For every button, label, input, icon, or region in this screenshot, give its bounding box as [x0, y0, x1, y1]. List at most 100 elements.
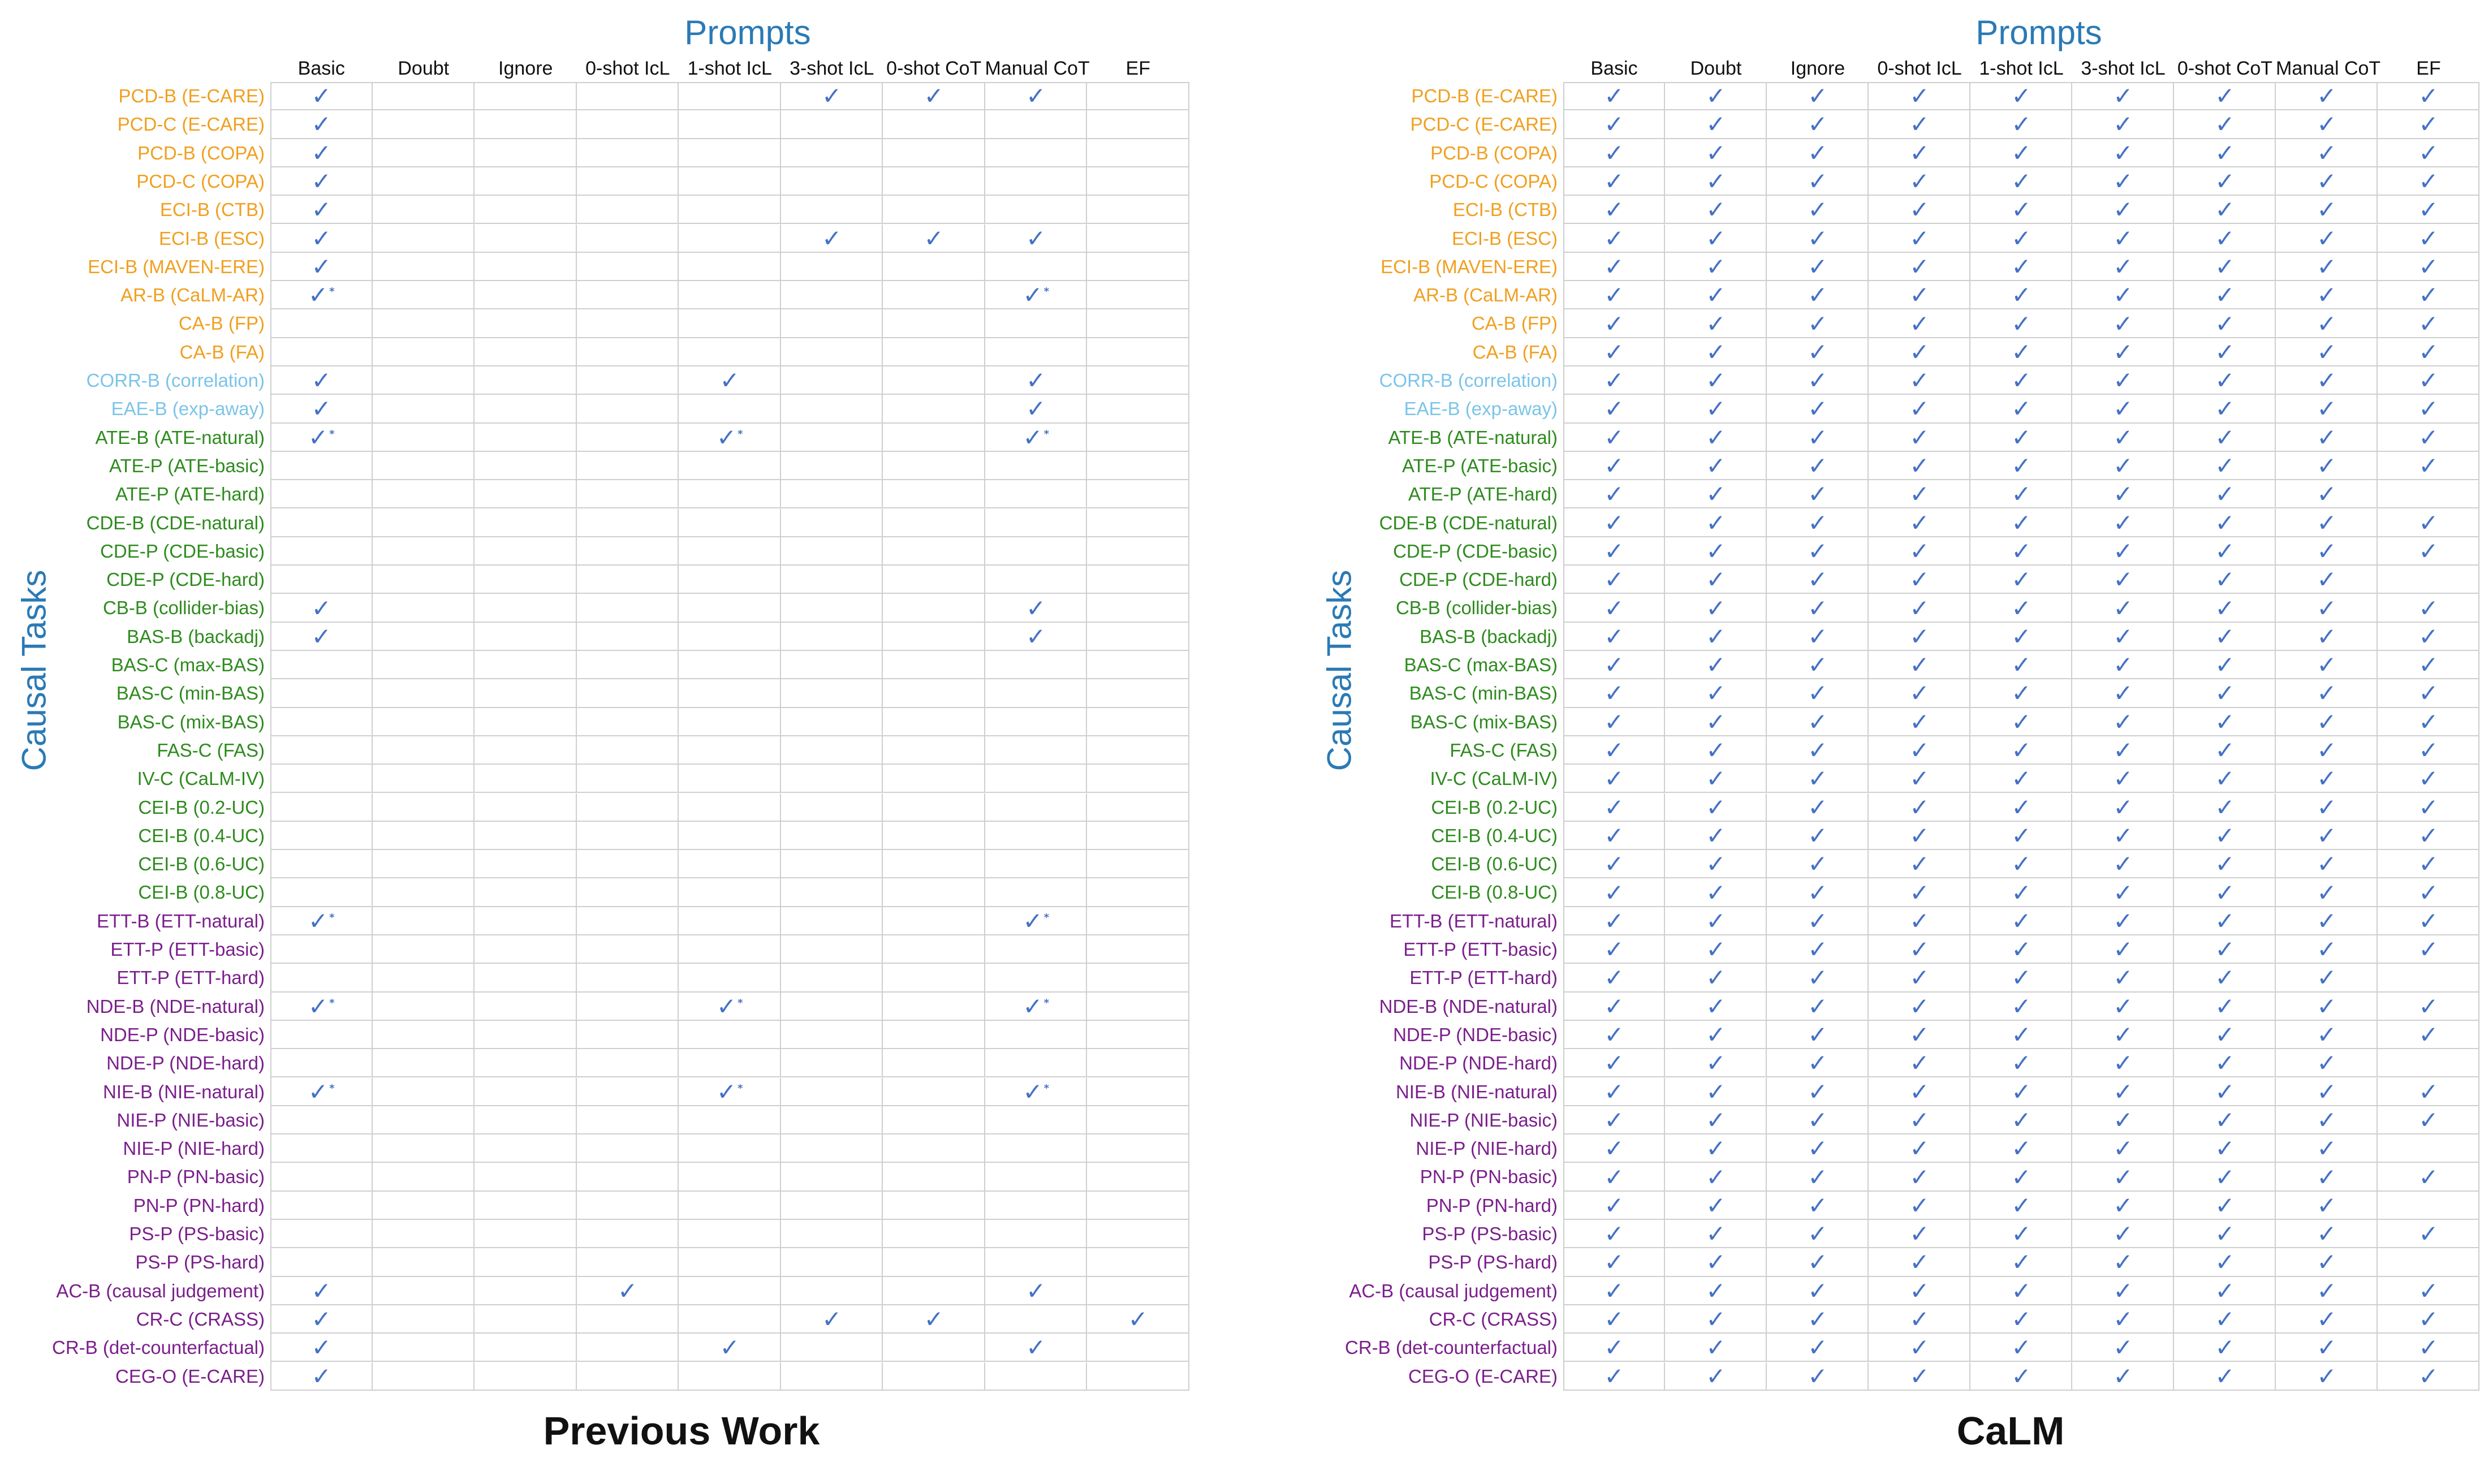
table-cell: [1665, 508, 1767, 537]
check-mark-icon: ✓: [1909, 850, 1930, 878]
row-label: BAS-C (min-BAS): [116, 683, 265, 704]
table-cell: [576, 793, 679, 822]
table-cell: [2378, 537, 2479, 566]
table-cell: [1767, 110, 1869, 139]
table-cell: [1767, 964, 1869, 993]
row-label: ATE-P (ATE-hard): [1408, 484, 1558, 505]
table-cell: [576, 82, 679, 111]
table-cell: [1665, 366, 1767, 395]
table-cell: [372, 1049, 475, 1078]
table-cell: [679, 964, 781, 993]
check-mark-icon: ✓: [2011, 281, 2032, 309]
table-cell: [1970, 338, 2072, 366]
table-cell: [1970, 480, 2072, 509]
table-cell: [576, 281, 679, 310]
table-cell: [475, 622, 577, 651]
table-cell: [883, 395, 985, 424]
column-header: 0-shot IcL: [585, 58, 670, 79]
row-label: PS-P (PS-hard): [1428, 1252, 1558, 1273]
table-cell: [2072, 935, 2174, 964]
row-label: ATE-B (ATE-natural): [1388, 426, 1558, 448]
check-mark-icon: ✓: [1808, 338, 1828, 366]
table-cell: [576, 451, 679, 481]
table-cell: [1767, 366, 1869, 395]
table-cell: [1563, 992, 1665, 1021]
asterisk-mark: *: [1043, 911, 1050, 924]
table-cell: [2174, 566, 2276, 594]
table-cell: [1087, 1305, 1189, 1334]
table-cell: [576, 110, 679, 139]
table-cell: [2378, 679, 2479, 708]
table-cell: [2378, 395, 2479, 424]
check-mark-icon: ✓: [2011, 452, 2032, 480]
check-mark-icon: ✓ *: [1023, 281, 1050, 309]
table-cell: [780, 1362, 883, 1391]
check-mark-icon: ✓: [1909, 1220, 1930, 1248]
check-mark-icon: ✓: [311, 196, 331, 224]
table-cell: [475, 878, 577, 907]
check-mark-icon: ✓: [1706, 964, 1726, 992]
table-cell: [475, 309, 577, 338]
check-mark-icon: ✓: [2113, 1334, 2133, 1362]
table-cell: [2174, 793, 2276, 822]
check-mark-icon: ✓: [2113, 281, 2133, 309]
check-mark-icon: ✓: [1808, 1134, 1828, 1163]
table-cell: [1087, 1049, 1189, 1078]
row-label: FAS-C (FAS): [157, 739, 265, 761]
check-mark-icon: ✓: [1706, 281, 1726, 309]
table-cell: [576, 1305, 679, 1334]
table-cell: [2174, 167, 2276, 196]
table-cell: [1665, 167, 1767, 196]
table-cell: [1767, 537, 1869, 566]
table-cell: [1767, 566, 1869, 594]
table-cell: [270, 252, 373, 282]
row-label: NIE-P (NIE-basic): [117, 1109, 265, 1131]
table-cell: [2378, 309, 2479, 338]
table-cell: [883, 793, 985, 822]
check-mark-icon: ✓: [1604, 1134, 1624, 1163]
table-cell: [985, 167, 1087, 196]
check-mark-icon: ✓: [1808, 1248, 1828, 1276]
check-mark-icon: ✓: [2418, 395, 2439, 423]
table-cell: [1087, 793, 1189, 822]
table-cell: [780, 1049, 883, 1078]
table-cell: [2174, 281, 2276, 310]
row-label: CDE-P (CDE-basic): [1393, 540, 1558, 562]
table-cell: [1767, 679, 1869, 708]
table-cell: [1087, 1134, 1189, 1163]
table-cell: [270, 1334, 373, 1362]
column-header: 0-shot CoT: [886, 58, 982, 79]
check-mark-icon: ✓: [924, 224, 944, 252]
table-cell: [1087, 964, 1189, 993]
table-cell: [576, 708, 679, 736]
table-cell: [270, 1134, 373, 1163]
check-mark-icon: ✓: [2011, 793, 2032, 821]
table-cell: [985, 964, 1087, 993]
table-cell: [2276, 252, 2378, 282]
table-cell: [372, 338, 475, 366]
check-mark-icon: ✓: [2215, 537, 2235, 565]
table-cell: [475, 480, 577, 509]
check-mark-icon: ✓ *: [716, 992, 743, 1020]
check-mark-icon: ✓: [2113, 1220, 2133, 1248]
table-cell: [475, 196, 577, 225]
check-mark-icon: ✓: [2215, 850, 2235, 878]
table-cell: [372, 736, 475, 765]
table-cell: [372, 793, 475, 822]
table-cell: [1087, 765, 1189, 793]
check-mark-icon: ✓ *: [308, 992, 335, 1020]
table-cell: [576, 423, 679, 452]
column-header: 3-shot IcL: [2081, 58, 2166, 79]
check-mark-icon: ✓: [1706, 395, 1726, 423]
check-mark-icon: ✓: [1604, 508, 1624, 537]
table-cell: [1665, 566, 1767, 594]
check-mark-icon: ✓: [1808, 1106, 1828, 1134]
table-cell: [883, 110, 985, 139]
table-cell: [270, 679, 373, 708]
table-cell: [780, 878, 883, 907]
check-mark-icon: ✓: [2113, 1134, 2133, 1163]
table-cell: [2276, 821, 2378, 851]
check-mark-icon: ✓: [311, 252, 331, 281]
check-mark-icon: ✓: [1604, 167, 1624, 196]
check-mark-icon: ✓: [2317, 708, 2337, 736]
